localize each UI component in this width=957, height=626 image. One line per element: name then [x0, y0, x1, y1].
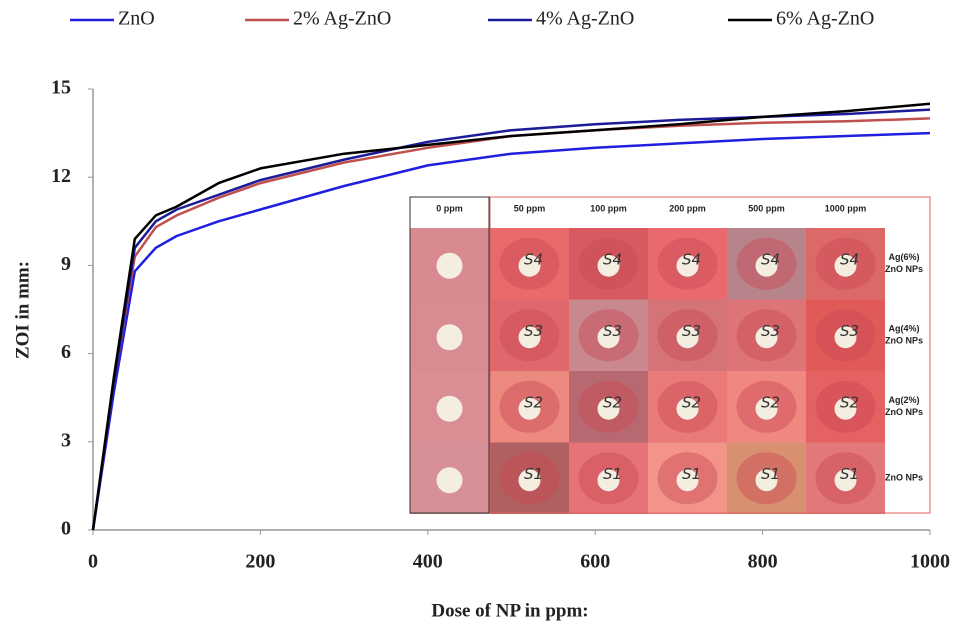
sample-tag: S2: [761, 393, 780, 411]
disc: [755, 326, 778, 349]
column-label: 100 ppm: [590, 203, 627, 213]
disc: [518, 469, 541, 492]
column-label: 50 ppm: [514, 203, 546, 213]
disc: [755, 254, 778, 277]
y-tick-label: 12: [51, 165, 71, 187]
disc: [755, 469, 778, 492]
disc: [436, 324, 463, 351]
sample-tag: S2: [524, 393, 543, 411]
disc: [518, 397, 541, 420]
inset-photo: 0 ppm 50 ppm 100 ppm 200 ppm 500 ppm 1000 ppm…: [409, 196, 931, 514]
sample-tag: S2: [840, 393, 859, 411]
disc: [518, 326, 541, 349]
sample-tag: S2: [682, 393, 701, 411]
treated-frame: [489, 196, 931, 514]
disc: [834, 326, 857, 349]
legend-label: 2% Ag-ZnO: [293, 8, 391, 30]
y-tick-label: 3: [61, 429, 71, 451]
row-label: ZnO NPs: [885, 473, 923, 483]
series-line: [91, 131, 931, 531]
disc: [597, 469, 620, 492]
legend-label: 6% Ag-ZnO: [776, 8, 874, 30]
legend-label: ZnO: [118, 8, 155, 30]
y-tick-label: 0: [61, 518, 71, 540]
x-axis-label: Dose of NP in ppm:: [431, 600, 588, 621]
series-line: [91, 117, 931, 531]
disc: [676, 397, 699, 420]
row-label: ZnO NPs: [885, 264, 923, 274]
row-label: Ag(6%): [889, 252, 920, 262]
disc: [436, 467, 463, 494]
x-tick-label: 1000: [910, 551, 950, 573]
disc: [834, 254, 857, 277]
column-label: 500 ppm: [748, 203, 785, 213]
x-tick-label: 800: [748, 551, 778, 573]
sample-tag: S4: [603, 250, 622, 268]
sample-tag: S1: [682, 465, 701, 483]
sample-tag: S3: [682, 322, 701, 340]
disc: [518, 254, 541, 277]
y-axis-label: ZOI in mm:: [12, 261, 33, 359]
disc: [834, 397, 857, 420]
row-label: Ag(4%): [889, 324, 920, 334]
disc: [597, 397, 620, 420]
x-tick-label: 0: [88, 551, 98, 573]
disc: [676, 469, 699, 492]
sample-tag: S4: [682, 250, 701, 268]
disc: [436, 252, 463, 279]
column-label: 200 ppm: [669, 203, 706, 213]
column-label: 1000 ppm: [825, 203, 867, 213]
x-tick-label: 400: [413, 551, 443, 573]
sample-tag: S3: [603, 322, 622, 340]
sample-tag: S1: [524, 465, 543, 483]
sample-tag: S1: [603, 465, 622, 483]
legend-label: 4% Ag-ZnO: [536, 8, 634, 30]
disc: [834, 469, 857, 492]
sample-tag: S1: [761, 465, 780, 483]
disc: [597, 254, 620, 277]
sample-tag: S4: [840, 250, 859, 268]
series-line: [91, 102, 931, 531]
series-line: [91, 108, 931, 531]
sample-tag: S3: [840, 322, 859, 340]
disc: [676, 254, 699, 277]
sample-tag: S3: [524, 322, 543, 340]
y-tick-label: 9: [61, 253, 71, 275]
disc: [597, 326, 620, 349]
y-tick-label: 15: [51, 77, 71, 99]
y-tick-label: 6: [61, 341, 71, 363]
sample-tag: S4: [524, 250, 543, 268]
disc: [676, 326, 699, 349]
disc: [436, 395, 463, 422]
row-label: ZnO NPs: [885, 407, 923, 417]
disc: [755, 397, 778, 420]
sample-tag: S3: [761, 322, 780, 340]
sample-tag: S2: [603, 393, 622, 411]
sample-tag: S4: [761, 250, 780, 268]
row-label: Ag(2%): [889, 395, 920, 405]
column-label: 0 ppm: [436, 203, 463, 213]
control-frame: [409, 196, 490, 514]
x-tick-label: 200: [245, 551, 275, 573]
row-label: ZnO NPs: [885, 336, 923, 346]
sample-tag: S1: [840, 465, 859, 483]
x-tick-label: 600: [580, 551, 610, 573]
